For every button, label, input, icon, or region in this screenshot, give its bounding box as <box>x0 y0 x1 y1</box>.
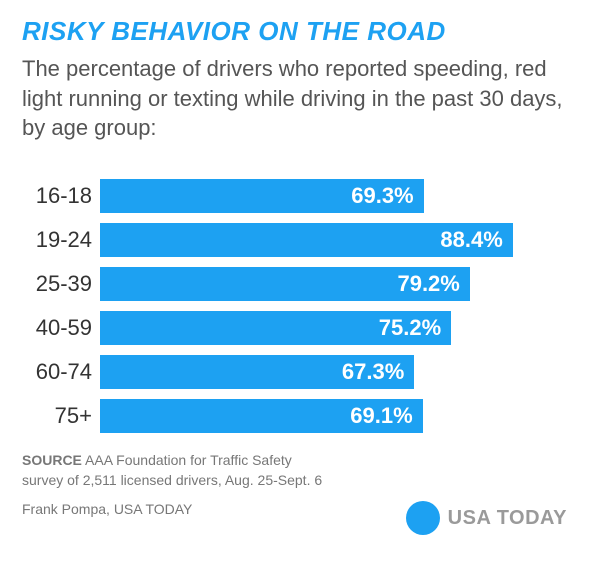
value-label: 69.3% <box>351 183 413 209</box>
category-label: 19-24 <box>22 227 100 253</box>
chart-title: RISKY BEHAVIOR ON THE ROAD <box>22 18 567 44</box>
bar-track: 69.1% <box>100 399 567 433</box>
brand-dot-icon <box>406 501 440 535</box>
brand-logo: USA TODAY <box>406 501 567 535</box>
bar: 75.2% <box>100 311 451 345</box>
category-label: 60-74 <box>22 359 100 385</box>
bar-track: 75.2% <box>100 311 567 345</box>
bar-track: 69.3% <box>100 179 567 213</box>
source-label: SOURCE <box>22 452 82 468</box>
bar-track: 88.4% <box>100 223 567 257</box>
chart-row: 16-18 69.3% <box>22 179 567 213</box>
bar: 69.1% <box>100 399 423 433</box>
category-label: 16-18 <box>22 183 100 209</box>
value-label: 79.2% <box>397 271 459 297</box>
value-label: 75.2% <box>379 315 441 341</box>
brand-text: USA TODAY <box>448 507 567 530</box>
value-label: 67.3% <box>342 359 404 385</box>
category-label: 75+ <box>22 403 100 429</box>
chart-row: 25-39 79.2% <box>22 267 567 301</box>
chart-row: 19-24 88.4% <box>22 223 567 257</box>
source-line-1: SOURCE AAA Foundation for Traffic Safety <box>22 451 567 471</box>
value-label: 69.1% <box>350 403 412 429</box>
infographic-container: RISKY BEHAVIOR ON THE ROAD The percentag… <box>0 0 589 520</box>
category-label: 40-59 <box>22 315 100 341</box>
value-label: 88.4% <box>440 227 502 253</box>
category-label: 25-39 <box>22 271 100 297</box>
bar: 69.3% <box>100 179 424 213</box>
bar-track: 67.3% <box>100 355 567 389</box>
bar: 88.4% <box>100 223 513 257</box>
bar: 79.2% <box>100 267 470 301</box>
chart-subtitle: The percentage of drivers who reported s… <box>22 54 567 143</box>
chart-row: 40-59 75.2% <box>22 311 567 345</box>
bar-track: 79.2% <box>100 267 567 301</box>
bar: 67.3% <box>100 355 414 389</box>
chart-row: 75+ 69.1% <box>22 399 567 433</box>
chart-row: 60-74 67.3% <box>22 355 567 389</box>
bar-chart: 16-18 69.3% 19-24 88.4% 25-39 79.2% 40-59 75.2%… <box>22 179 567 433</box>
source-line-2: survey of 2,511 licensed drivers, Aug. 2… <box>22 471 567 491</box>
source-text-1: AAA Foundation for Traffic Safety <box>82 452 292 468</box>
